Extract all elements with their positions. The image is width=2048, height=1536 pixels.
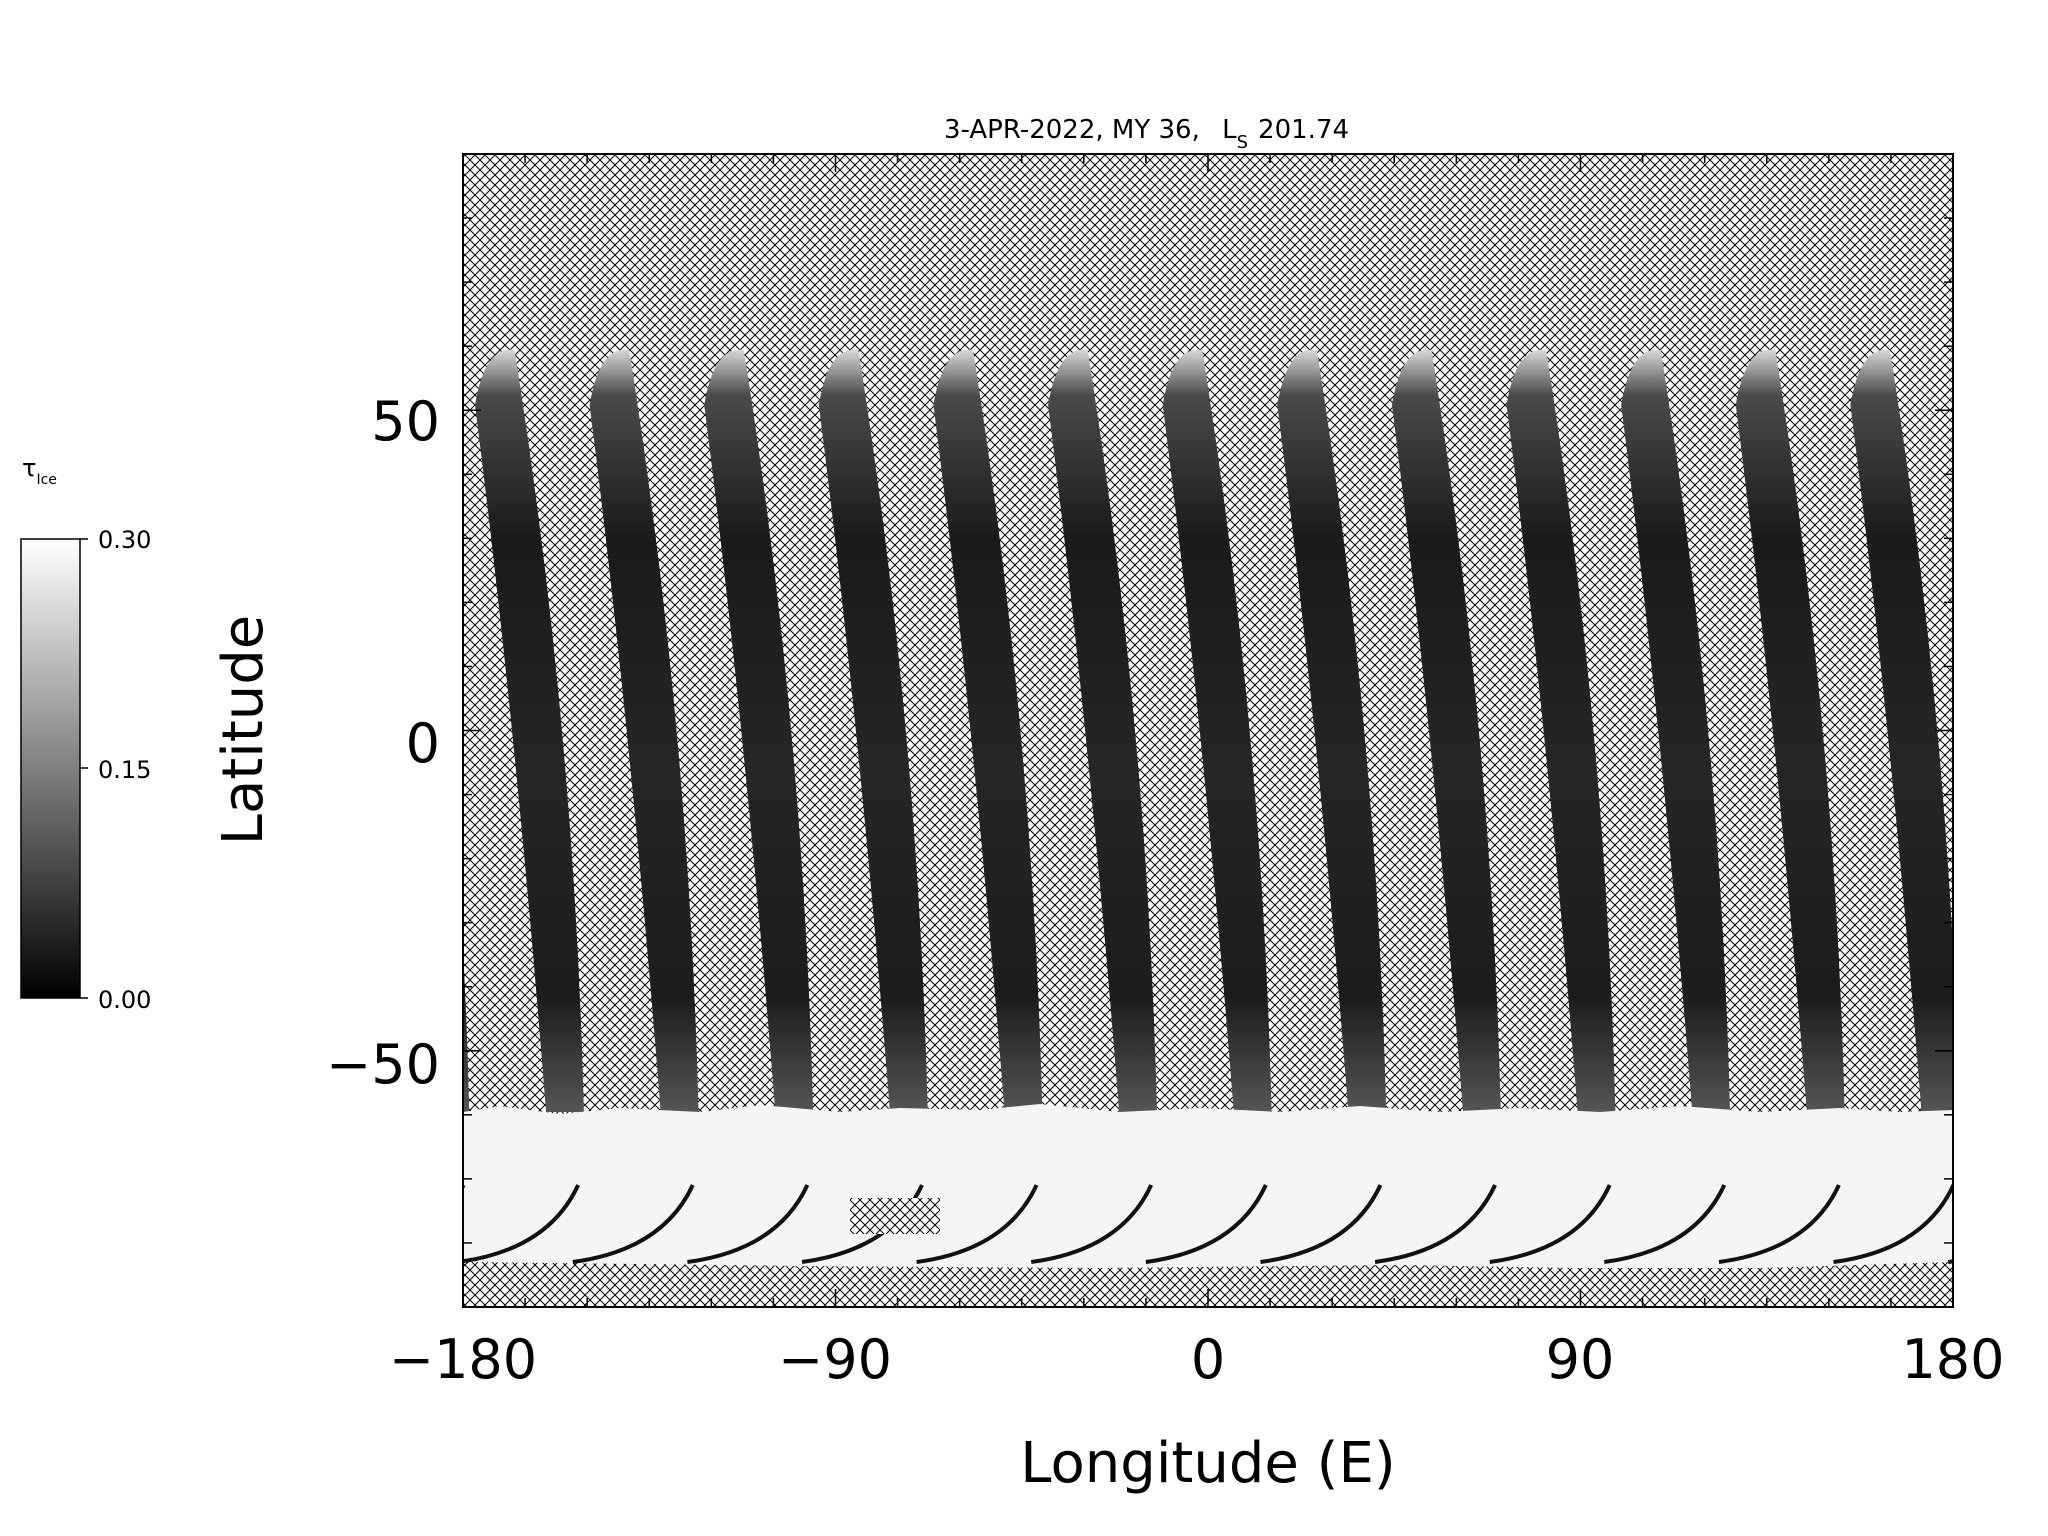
polar-arc bbox=[1374, 1184, 1497, 1264]
x-tick-label: 0 bbox=[1191, 1328, 1225, 1391]
colorbar-tick-label: 0.15 bbox=[98, 756, 151, 784]
x-tick-label: 90 bbox=[1546, 1328, 1615, 1391]
orbit-swath bbox=[1162, 349, 1272, 1113]
south-polar-cap bbox=[463, 1104, 1953, 1270]
swath-group bbox=[463, 349, 2048, 1113]
orbit-swath bbox=[818, 349, 928, 1113]
polar-arc bbox=[1947, 1259, 1953, 1264]
orbit-swath bbox=[1621, 349, 1731, 1113]
orbit-swath bbox=[1850, 349, 1953, 1112]
y-tick-label: −50 bbox=[326, 1033, 440, 1096]
x-tick-label: −90 bbox=[778, 1328, 892, 1391]
orbit-swath bbox=[933, 349, 1043, 1113]
polar-arc bbox=[1260, 1184, 1383, 1264]
colorbar-title: τIce bbox=[22, 454, 57, 488]
minor-ticks bbox=[462, 153, 1954, 1308]
polar-arc bbox=[572, 1184, 695, 1264]
y-tick-label: 50 bbox=[371, 390, 440, 453]
orbit-swath bbox=[1277, 349, 1387, 1113]
polar-arc bbox=[916, 1184, 1039, 1264]
polar-arc bbox=[687, 1184, 810, 1264]
orbit-swath bbox=[1048, 349, 1157, 1113]
chart-title: 3-APR-2022, MY 36, LS 201.74 bbox=[944, 115, 1349, 153]
x-axis-label: Longitude (E) bbox=[1020, 1431, 1395, 1496]
polar-arc bbox=[1604, 1184, 1727, 1264]
polar-arc bbox=[1030, 1184, 1154, 1264]
y-tick-label: 0 bbox=[406, 712, 440, 775]
polar-arc bbox=[1489, 1184, 1612, 1264]
orbit-swath bbox=[704, 349, 814, 1113]
orbit-swath bbox=[1735, 349, 1845, 1113]
x-tick-label: −180 bbox=[389, 1328, 537, 1391]
y-axis-label: Latitude bbox=[211, 615, 276, 845]
polar-arc bbox=[1145, 1184, 1268, 1264]
polar-arc bbox=[463, 1184, 466, 1191]
polar-arc bbox=[1833, 1184, 1953, 1264]
polar-arc bbox=[463, 1184, 580, 1264]
orbit-swath bbox=[589, 349, 699, 1113]
orbit-swath bbox=[1391, 349, 1501, 1113]
orbit-swath bbox=[1965, 350, 2048, 1112]
colorbar-gradient bbox=[20, 538, 81, 999]
orbit-swath bbox=[475, 349, 584, 1113]
polar-arc bbox=[1718, 1184, 1841, 1264]
colorbar-tick-label: 0.30 bbox=[98, 526, 151, 554]
colorbar-tick-label: 0.00 bbox=[98, 986, 151, 1014]
x-tick-label: 180 bbox=[1901, 1328, 2004, 1391]
orbit-swath bbox=[463, 948, 470, 1112]
no-data-patch bbox=[850, 1198, 940, 1234]
orbit-swath bbox=[1506, 349, 1616, 1113]
